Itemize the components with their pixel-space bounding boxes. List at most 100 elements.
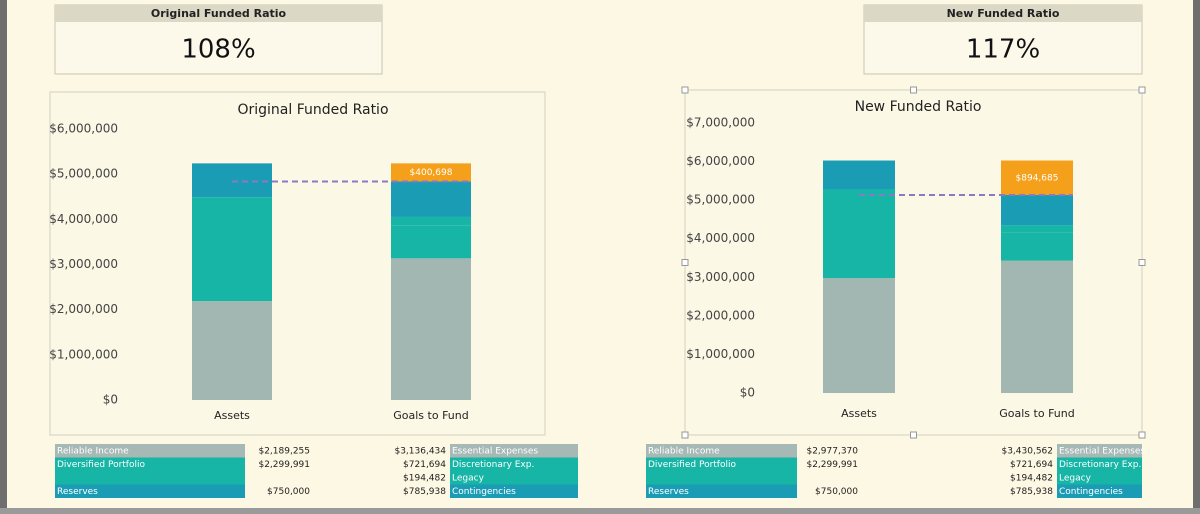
table-label: Diversified Portfolio: [648, 460, 736, 470]
table-value: $750,000: [267, 487, 310, 497]
table-value: $3,430,562: [1001, 446, 1053, 456]
summary-header: [864, 5, 1142, 22]
bar-segment: [391, 225, 471, 259]
bar-segment: [391, 181, 471, 217]
y-tick-label: $5,000,000: [686, 193, 755, 207]
table-label-cell: [450, 457, 578, 471]
y-tick-label: $2,000,000: [49, 302, 118, 316]
table-label-cell: [1057, 484, 1142, 498]
table-value: $2,977,370: [806, 446, 858, 456]
bar-segment: [192, 163, 272, 198]
chart-title: New Funded Ratio: [855, 99, 982, 115]
y-tick-label: $6,000,000: [49, 122, 118, 136]
bar-segment: [391, 258, 471, 400]
table-value: $3,136,434: [394, 446, 446, 456]
table-label: Legacy: [1059, 473, 1092, 483]
y-tick-label: $4,000,000: [686, 231, 755, 245]
table-label-cell: [55, 457, 245, 485]
table-label: Legacy: [452, 473, 485, 483]
x-tick-label: Assets: [214, 409, 250, 422]
y-tick-label: $6,000,000: [686, 154, 755, 168]
table-value: $2,189,255: [258, 446, 310, 456]
table-value: $721,694: [403, 460, 446, 470]
resize-handle[interactable]: [1138, 431, 1146, 439]
resize-handle[interactable]: [681, 431, 689, 439]
table-label-cell: [1057, 444, 1142, 458]
bar-segment: [192, 301, 272, 400]
chart-frame[interactable]: [684, 89, 1143, 436]
table-label-cell: [55, 484, 245, 498]
table-label: Reliable Income: [648, 446, 720, 456]
bar-segment: [1001, 225, 1073, 233]
x-tick-label: Goals to Fund: [999, 407, 1074, 420]
y-tick-label: $3,000,000: [49, 257, 118, 271]
y-tick-label: $7,000,000: [686, 116, 755, 130]
table-value: $785,938: [403, 487, 446, 497]
table-value: $721,694: [1010, 460, 1053, 470]
table-label-cell: [646, 444, 797, 458]
table-value: $785,938: [1010, 487, 1053, 497]
bar-segment: [823, 278, 895, 393]
table-label: Essential Expenses: [1059, 446, 1145, 456]
y-tick-label: $1,000,000: [686, 347, 755, 361]
summary-value: 117%: [966, 35, 1040, 65]
y-tick-label: $0: [740, 386, 755, 400]
resize-handle[interactable]: [1138, 259, 1146, 266]
table-label: Reserves: [648, 487, 689, 497]
table-label: Discretionary Exp.: [1059, 460, 1141, 470]
table-label-cell: [450, 484, 578, 498]
resize-handle[interactable]: [910, 86, 917, 94]
resize-handle[interactable]: [1138, 86, 1146, 94]
y-tick-label: $4,000,000: [49, 212, 118, 226]
table-value: $194,482: [1010, 473, 1053, 483]
summary-value: 108%: [181, 35, 255, 65]
table-value: $2,299,991: [806, 460, 858, 470]
bar-segment: [1001, 232, 1073, 261]
y-tick-label: $3,000,000: [686, 270, 755, 284]
bar-segment: [823, 160, 895, 190]
y-tick-label: $2,000,000: [686, 308, 755, 322]
table-label-cell: [1057, 471, 1142, 485]
x-tick-label: Assets: [841, 407, 877, 420]
table-label: Reserves: [57, 487, 98, 497]
table-label-cell: [1057, 457, 1142, 471]
bar-segment: [823, 189, 895, 279]
table-value: $750,000: [815, 487, 858, 497]
table-label: Contingencies: [1059, 487, 1123, 497]
data-label: $894,685: [1016, 173, 1059, 183]
table-label: Essential Expenses: [452, 446, 538, 456]
table-label-cell: [646, 484, 797, 498]
table-label: Diversified Portfolio: [57, 460, 145, 470]
table-value: $2,299,991: [258, 460, 310, 470]
chart-title: Original Funded Ratio: [237, 102, 388, 118]
summary-title: New Funded Ratio: [947, 7, 1060, 20]
summary-title: Original Funded Ratio: [151, 7, 287, 20]
data-label: $400,698: [410, 168, 453, 178]
table-label: Reliable Income: [57, 446, 129, 456]
bar-segment: [391, 163, 471, 182]
window-edge: [0, 0, 7, 514]
y-tick-label: $1,000,000: [49, 347, 118, 361]
bar-segment: [1001, 195, 1073, 226]
x-tick-label: Goals to Fund: [393, 409, 468, 422]
table-label-cell: [450, 444, 578, 458]
table-label: Discretionary Exp.: [452, 460, 534, 470]
bar-segment: [1001, 160, 1073, 196]
resize-handle[interactable]: [910, 431, 917, 439]
bar-segment: [192, 197, 272, 302]
window-edge: [1193, 0, 1200, 514]
summary-header: [55, 5, 382, 22]
y-tick-label: $5,000,000: [49, 167, 118, 181]
table-label-cell: [55, 444, 245, 458]
table-label: Contingencies: [452, 487, 516, 497]
resize-handle[interactable]: [681, 86, 689, 94]
bar-segment: [391, 216, 471, 226]
y-tick-label: $0: [103, 393, 118, 407]
table-label-cell: [646, 457, 797, 485]
table-label-cell: [450, 471, 578, 485]
table-value: $194,482: [403, 473, 446, 483]
window-edge: [0, 508, 1200, 514]
resize-handle[interactable]: [681, 259, 689, 266]
bar-segment: [1001, 260, 1073, 393]
